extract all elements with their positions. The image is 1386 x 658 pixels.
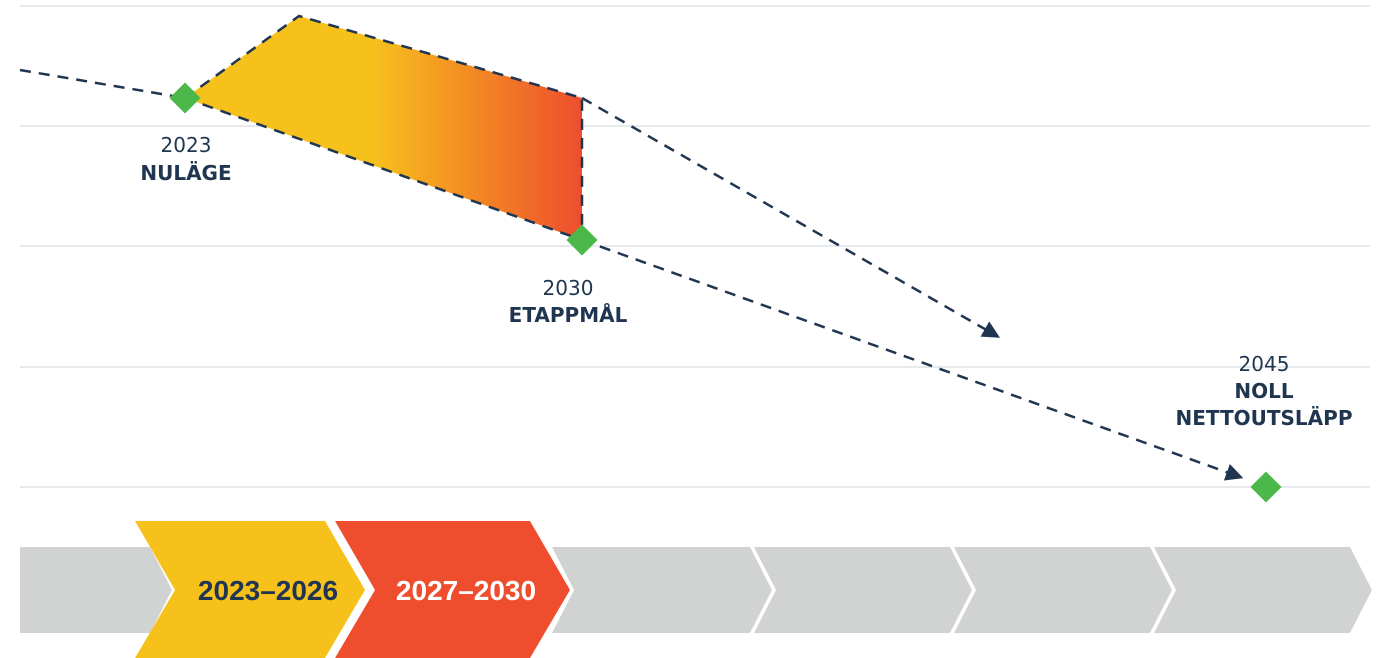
historic-trend-line xyxy=(19,68,186,100)
milestone-2045-diamond xyxy=(1250,471,1282,503)
milestone-year: 2045 xyxy=(1239,352,1290,376)
milestone-2023-label: 2023 NULÄGE xyxy=(140,133,231,185)
milestone-title: NOLL xyxy=(1234,379,1293,403)
milestone-title: ETAPPMÅL xyxy=(509,303,628,327)
upper-trajectory-arrow xyxy=(581,96,1001,338)
timeline-chevron xyxy=(954,547,1172,633)
timeline-chevron xyxy=(20,547,172,633)
milestone-2023-diamond xyxy=(169,82,201,114)
milestone-subtitle: NETTOUTSLÄPP xyxy=(1176,406,1353,430)
period-1-label: 2023–2026 xyxy=(198,575,338,606)
milestone-2045-label: 2045 NOLL NETTOUTSLÄPP xyxy=(1176,352,1353,430)
milestone-year: 2023 xyxy=(161,133,212,157)
target-trajectory-arrow xyxy=(581,238,1244,481)
timeline-chevron xyxy=(1154,547,1372,633)
timeline-chevrons: 2023–2026 2027–2030 xyxy=(20,521,1372,658)
timeline-chevron xyxy=(552,547,772,633)
period-2-label: 2027–2030 xyxy=(396,575,536,606)
period-1-chevron xyxy=(135,521,365,658)
period-2-chevron xyxy=(335,521,570,658)
reduction-band xyxy=(182,14,584,242)
milestone-2030-label: 2030 ETAPPMÅL xyxy=(509,276,628,327)
milestone-year: 2030 xyxy=(543,276,594,300)
timeline-chevron xyxy=(754,547,972,633)
milestone-title: NULÄGE xyxy=(140,161,231,185)
gridlines xyxy=(20,5,1370,488)
